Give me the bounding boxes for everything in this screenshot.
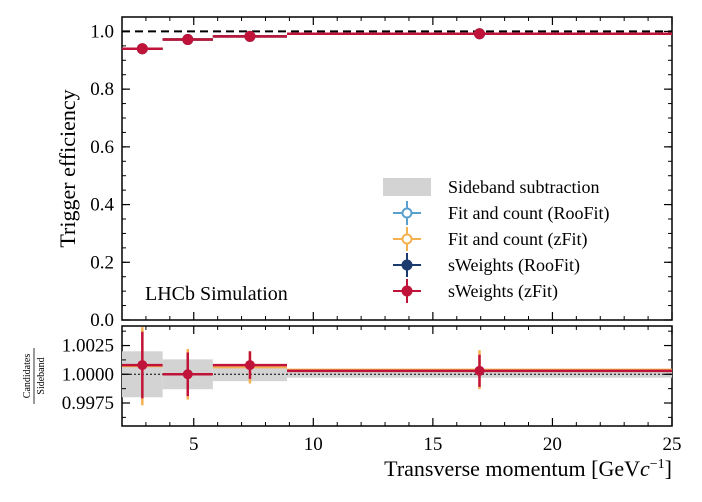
y-tick-label: 0.0: [90, 310, 114, 331]
ratio-y-tick-label: 0.9975: [62, 393, 114, 414]
ratio-panel: 0.9975 1.0000 1.0025 5 10 15 20 25 Candidates Sid…: [22, 325, 682, 481]
ratio-y-denominator: Sideband: [36, 357, 47, 394]
x-tick-label: 25: [663, 434, 682, 455]
legend: Sideband subtraction Fit and count (RooFi…: [383, 177, 610, 303]
ratio-marker: [244, 360, 255, 371]
x-axis-title-text: Transverse momentum [GeV: [384, 456, 640, 481]
lhcb-simulation-label: LHCb Simulation: [145, 283, 288, 305]
efficiency-marker: [474, 28, 485, 40]
legend-swatch-marker: [401, 233, 413, 245]
legend-swatch-marker: [401, 285, 413, 297]
ratio-marker: [474, 365, 485, 376]
efficiency-marker: [244, 30, 256, 42]
legend-swatch-sideband: [383, 178, 431, 196]
efficiency-panel: 0.0 0.2 0.4 0.6 0.8 1.0 Trigger efficiency LHCb…: [55, 16, 673, 331]
efficiency-marker: [182, 34, 194, 46]
y-axis-title: Trigger efficiency: [55, 89, 80, 247]
x-axis-title-c: c: [640, 456, 650, 481]
legend-entry-label: Sideband subtraction: [448, 177, 599, 197]
ratio-y-tick-label: 1.0025: [62, 336, 114, 357]
ratio-marker: [182, 369, 193, 380]
x-tick-label: 10: [304, 434, 323, 455]
y-tick-label: 0.4: [90, 195, 114, 216]
efficiency-plot-frame: [121, 16, 673, 321]
x-tick-label: 15: [423, 434, 442, 455]
x-tick-label: 20: [543, 434, 562, 455]
legend-entry-label: Fit and count (zFit): [448, 229, 587, 250]
legend-swatch-marker: [401, 207, 413, 219]
x-axis-title-close: ]: [665, 456, 672, 481]
ratio-y-numerator: Candidates: [22, 354, 33, 399]
ratio-marker: [137, 360, 148, 371]
y-tick-label: 1.0: [90, 21, 114, 42]
ratio-y-tick-label: 1.0000: [62, 364, 114, 385]
efficiency-marker: [136, 43, 148, 55]
ratio-y-axis-title: Candidates Sideband: [22, 348, 47, 404]
y-tick-label: 0.6: [90, 137, 114, 158]
legend-entry-label: sWeights (RooFit): [448, 255, 580, 276]
legend-entry-label: sWeights (zFit): [448, 281, 558, 302]
x-tick-label: 5: [189, 434, 199, 455]
legend-swatch-marker: [401, 259, 413, 271]
x-axis-title: Transverse momentum [GeVc−1]: [384, 456, 672, 481]
legend-entry-label: Fit and count (RooFit): [448, 203, 610, 224]
y-tick-label: 0.8: [90, 79, 114, 100]
y-tick-label: 0.2: [90, 252, 114, 273]
x-axis-title-exponent: −1: [650, 457, 665, 472]
